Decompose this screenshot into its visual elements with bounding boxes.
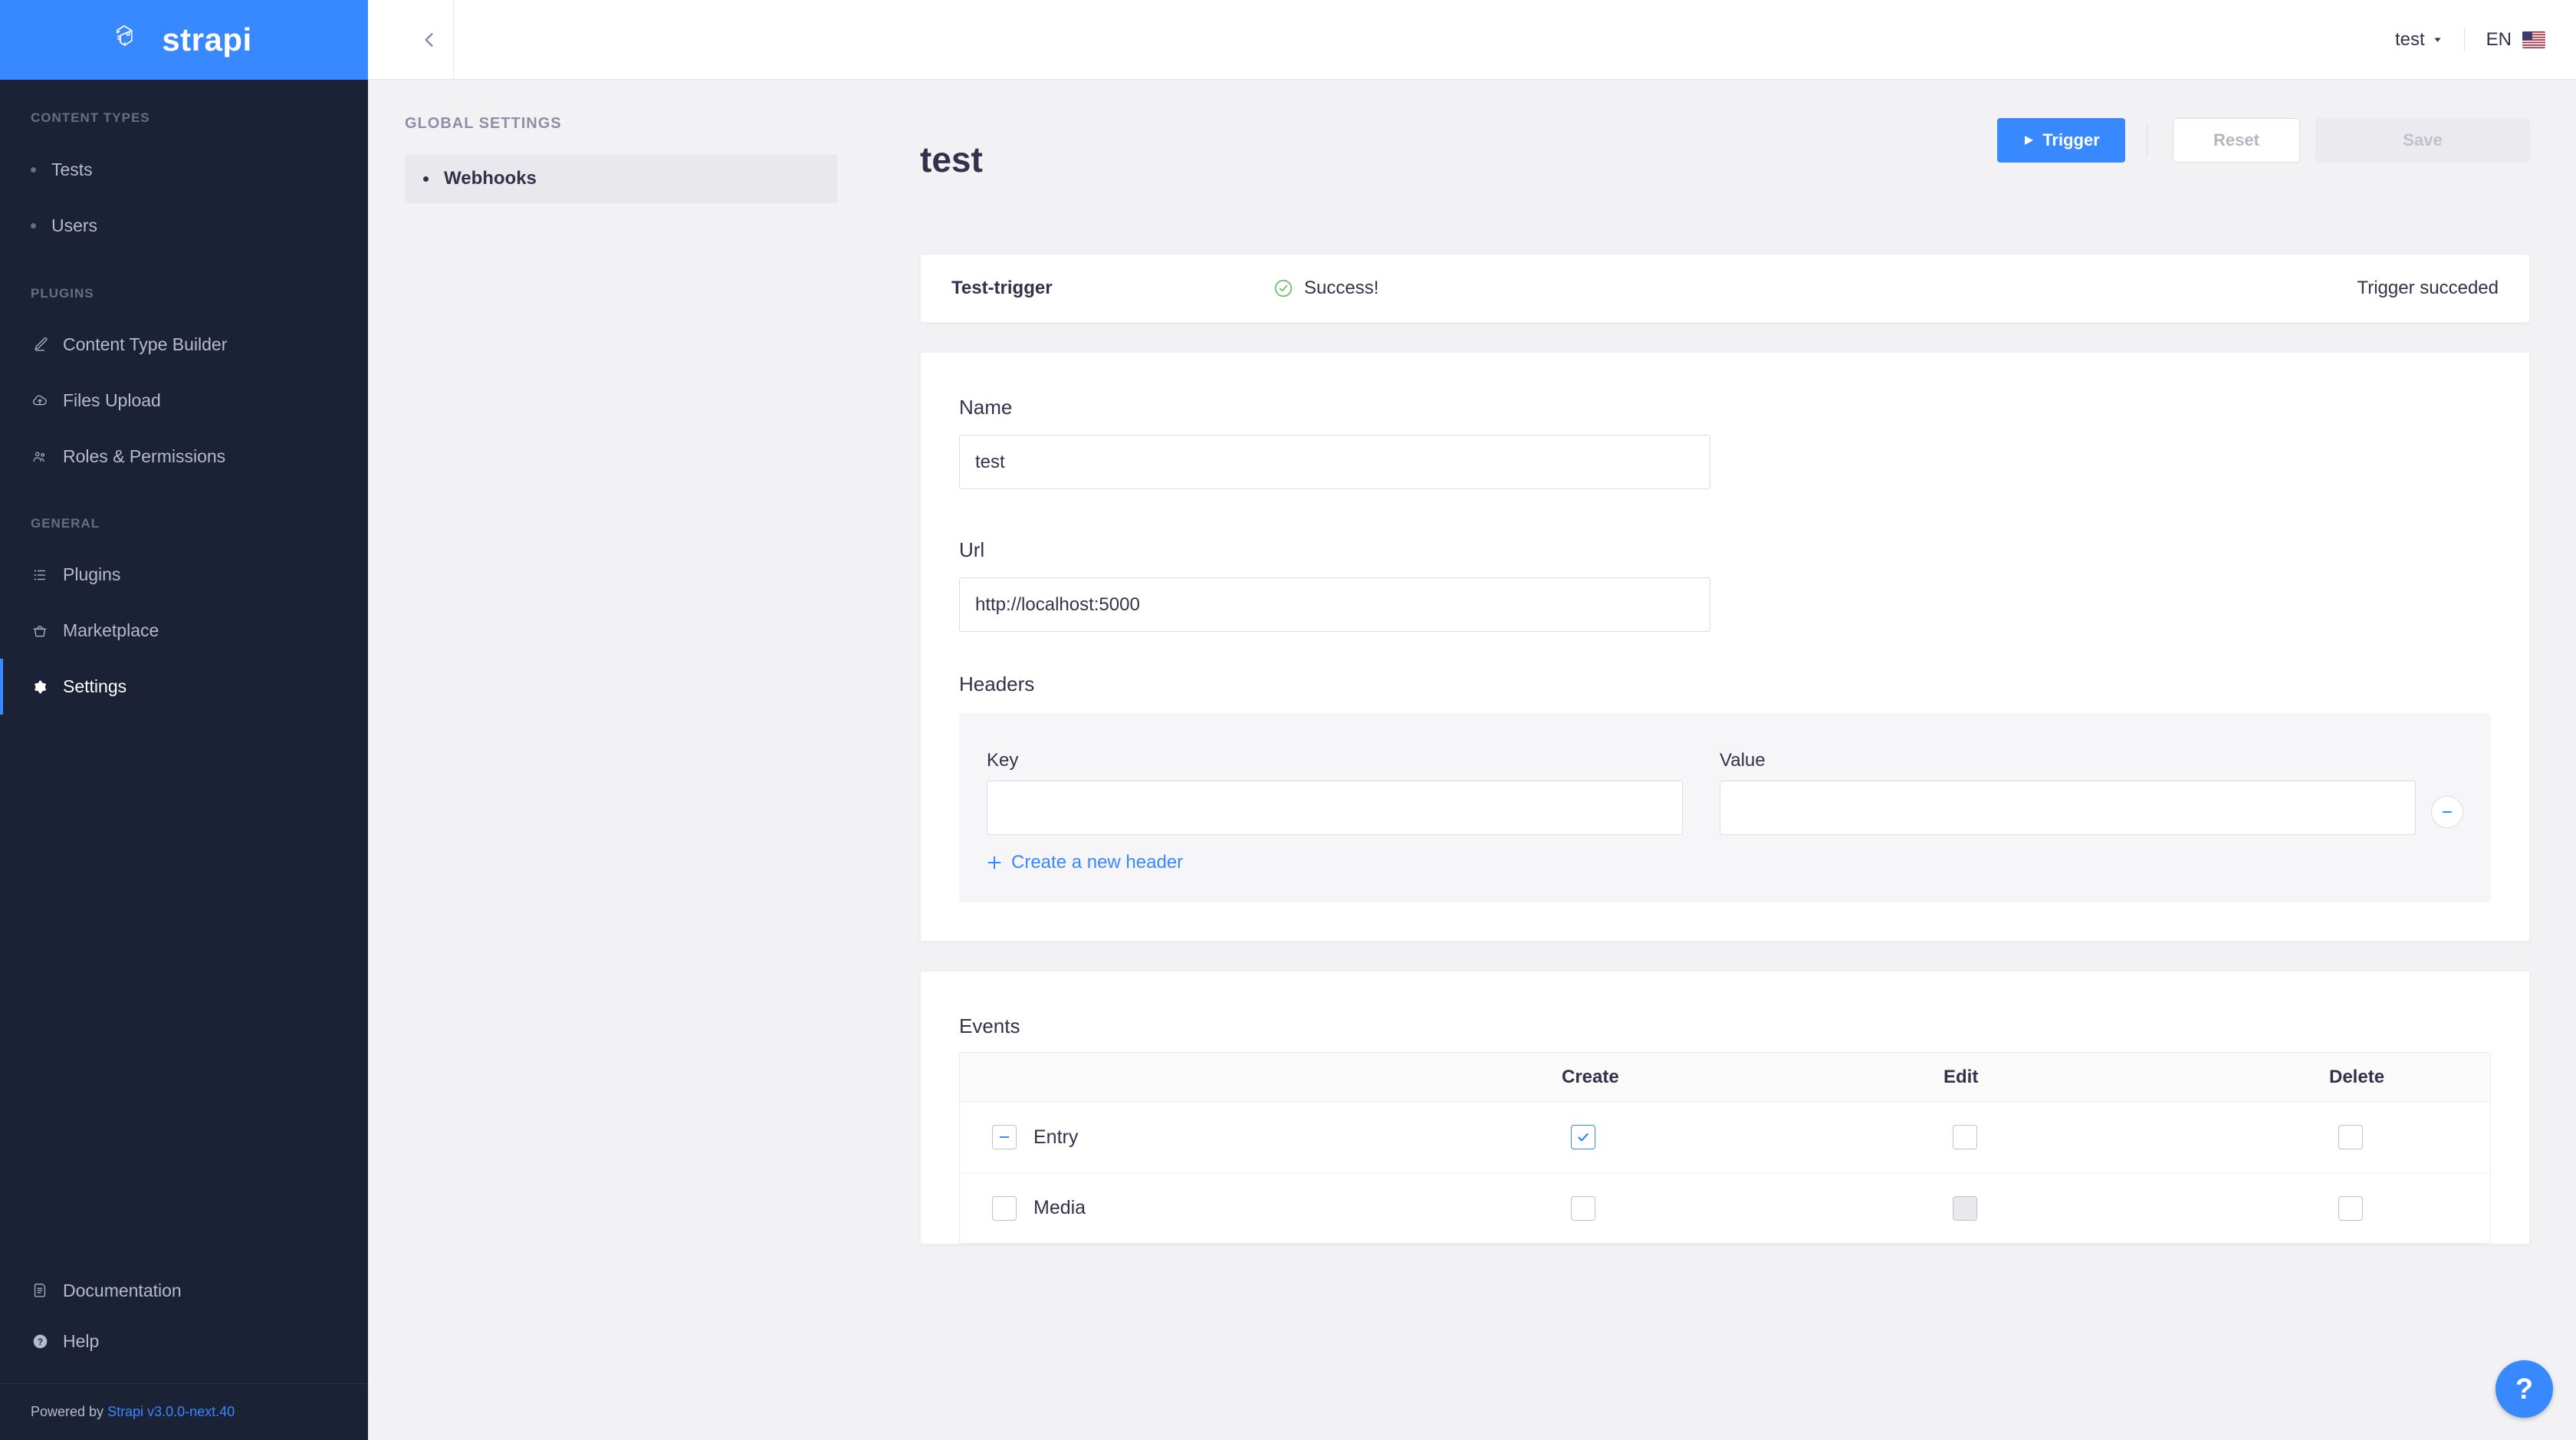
svg-text:?: ? — [37, 1337, 42, 1346]
